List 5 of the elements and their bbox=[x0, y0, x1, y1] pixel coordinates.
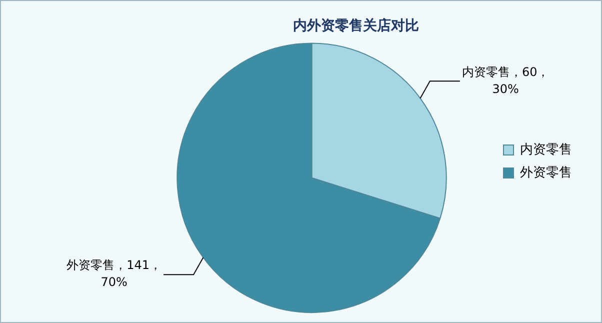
legend-label: 内资零售 bbox=[520, 142, 572, 158]
data-label: 外资零售，141，70% bbox=[66, 258, 162, 290]
chart-title: 内外资零售关店对比 bbox=[293, 17, 419, 34]
legend-label: 外资零售 bbox=[520, 165, 572, 180]
data-label: 内资零售，60，30% bbox=[462, 64, 550, 96]
